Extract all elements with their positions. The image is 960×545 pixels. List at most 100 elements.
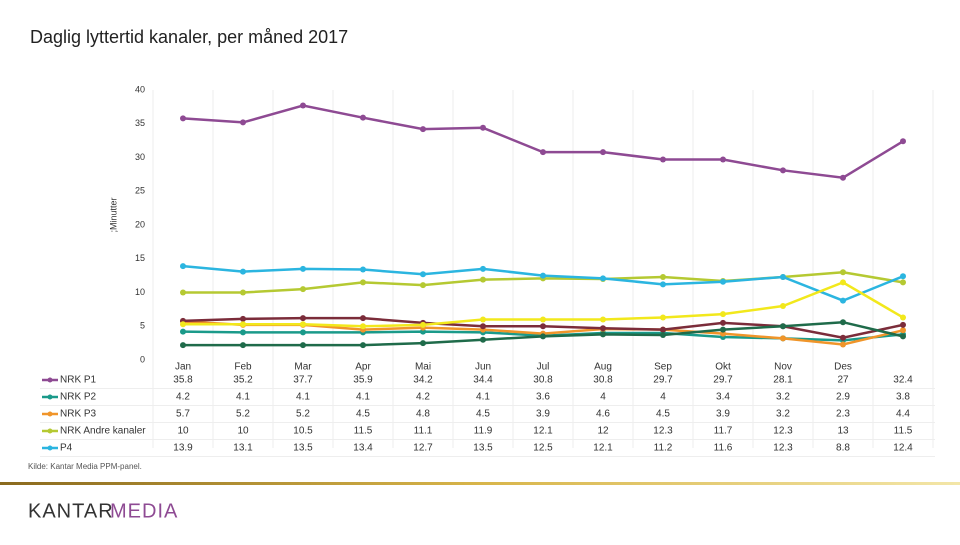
legend-label: NRK Andre kanaler — [60, 426, 146, 437]
table-value: 34.2 — [413, 375, 433, 386]
table-value: 11.2 — [654, 443, 673, 454]
point — [420, 126, 426, 133]
legend-marker — [47, 411, 53, 417]
point — [600, 275, 606, 282]
x-tick-label: Sep — [654, 362, 672, 373]
table-value: 12.3 — [773, 443, 793, 454]
point — [900, 138, 906, 145]
y-tick-label: 20 — [135, 219, 145, 229]
x-tick-label: Okt — [715, 362, 731, 373]
table-value: 10 — [237, 426, 249, 437]
point — [180, 289, 186, 296]
table-value: 12.3 — [653, 426, 673, 437]
point — [660, 273, 666, 280]
point — [720, 326, 726, 333]
point — [360, 114, 366, 121]
point — [660, 314, 666, 321]
y-tick-label: 35 — [135, 118, 145, 128]
series-line — [182, 104, 904, 180]
point — [660, 156, 666, 163]
point — [360, 279, 366, 286]
table-value: 12 — [597, 426, 609, 437]
point — [240, 329, 246, 336]
point — [420, 321, 426, 328]
table-value: 11.5 — [354, 426, 373, 437]
table-value: 30.8 — [533, 375, 553, 386]
point — [180, 263, 186, 270]
point — [420, 340, 426, 347]
table-value: 4.1 — [476, 392, 490, 403]
table-value: 28.1 — [773, 375, 793, 386]
x-tick-label: Mar — [294, 362, 312, 373]
point — [300, 342, 306, 349]
x-tick-label: Jun — [475, 362, 491, 373]
table-value: 35.2 — [233, 375, 253, 386]
table-value: 3.9 — [716, 409, 730, 420]
table-value: 3.8 — [896, 392, 910, 403]
table-value: 12.3 — [773, 426, 793, 437]
table-value: 2.3 — [836, 409, 850, 420]
legend-label: NRK P2 — [60, 392, 97, 403]
point — [720, 319, 726, 326]
point — [840, 279, 846, 286]
point — [480, 323, 486, 330]
table-value: 3.9 — [536, 409, 550, 420]
table-value: 13.5 — [473, 443, 493, 454]
point — [720, 156, 726, 163]
point — [480, 276, 486, 283]
y-tick-label: 10 — [135, 287, 145, 297]
table-value: 11.5 — [894, 426, 913, 437]
table-value: 29.7 — [653, 375, 673, 386]
table-value: 27 — [837, 375, 849, 386]
point — [780, 303, 786, 309]
table-value: 13.1 — [233, 443, 253, 454]
table-value: 4.5 — [656, 409, 670, 420]
y-tick-label: 25 — [135, 186, 145, 196]
table-value: 4.5 — [356, 409, 370, 420]
point — [840, 334, 846, 341]
table-value: 11.7 — [714, 426, 733, 437]
point — [600, 316, 606, 323]
table-value: 35.9 — [353, 375, 373, 386]
point — [480, 124, 486, 131]
table-value: 11.9 — [474, 426, 493, 437]
point — [360, 323, 366, 330]
table-value: 4.1 — [236, 392, 250, 403]
point — [300, 329, 306, 336]
table-value: 4.2 — [416, 392, 430, 403]
table-value: 3.2 — [776, 392, 790, 403]
point — [720, 311, 726, 318]
table-value: 12.5 — [533, 443, 553, 454]
point — [900, 321, 906, 328]
point — [240, 315, 246, 322]
table-value: 12.1 — [593, 443, 613, 454]
point — [360, 342, 366, 349]
table-value: 12.7 — [413, 443, 433, 454]
point — [780, 273, 786, 280]
y-axis-label: ;Minutter — [108, 197, 118, 232]
table-value: 30.8 — [593, 375, 613, 386]
point — [900, 279, 906, 286]
point — [180, 321, 186, 328]
point — [480, 265, 486, 272]
point — [900, 314, 906, 321]
table-value: 12.1 — [533, 426, 553, 437]
table-value: 32.4 — [893, 375, 913, 386]
point — [480, 336, 486, 343]
point — [540, 272, 546, 279]
point — [840, 269, 846, 276]
divider — [0, 482, 960, 485]
table-value: 12.4 — [893, 443, 913, 454]
point — [240, 268, 246, 275]
point — [360, 266, 366, 273]
x-tick-label: Jan — [175, 362, 191, 373]
table-value: 13.4 — [353, 443, 373, 454]
y-tick-label: 40 — [135, 84, 145, 94]
source: Kilde: Kantar Media PPM-panel. — [28, 462, 142, 471]
x-tick-label: Feb — [234, 362, 252, 373]
point — [480, 316, 486, 323]
point — [420, 271, 426, 278]
point — [240, 289, 246, 296]
point — [540, 149, 546, 156]
